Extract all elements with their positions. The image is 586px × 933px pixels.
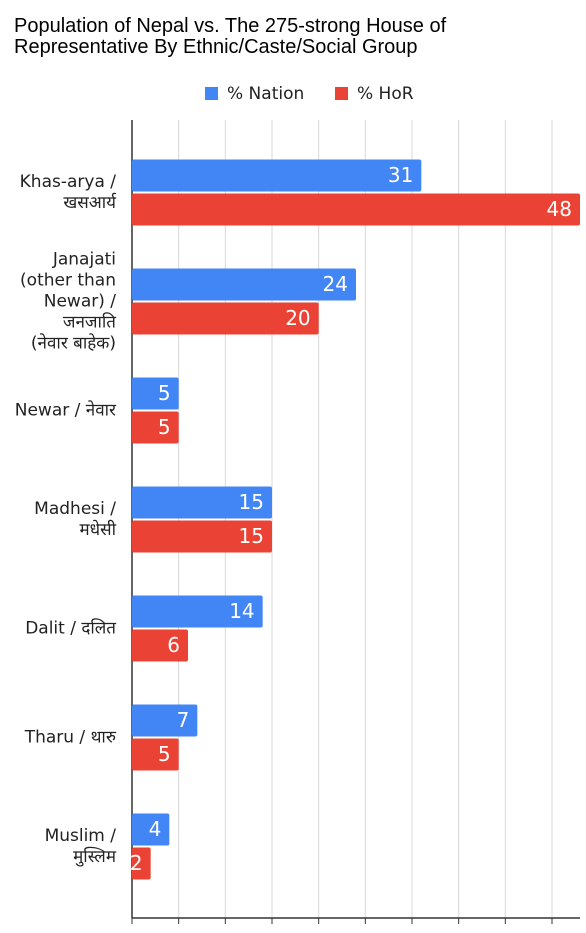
bar (132, 268, 356, 301)
value-label: 2 (130, 851, 143, 875)
value-label: 15 (239, 490, 264, 514)
bar (132, 302, 319, 335)
bar (132, 847, 151, 880)
value-label: 7 (177, 708, 190, 732)
bar (132, 520, 272, 553)
y-tick-label: Madhesi / (34, 499, 116, 519)
y-tick-label: Muslim / (45, 826, 117, 846)
bar (132, 411, 179, 444)
value-label: 24 (323, 272, 348, 296)
y-tick-label: खसआर्य (63, 192, 117, 213)
y-tick-label: Newar) / (44, 292, 117, 312)
y-tick-label: Newar / नेवार (15, 400, 117, 421)
bar (132, 738, 179, 771)
bar (132, 813, 170, 846)
value-label: 14 (229, 599, 254, 623)
y-tick-label: Dalit / दलित (25, 618, 116, 639)
chart-title: Population of Nepal vs. The 275-strong H… (14, 15, 447, 58)
bar (132, 486, 272, 519)
value-label: 31 (388, 163, 413, 187)
value-label: 20 (285, 306, 310, 330)
legend-label: % Nation (227, 84, 304, 104)
y-tick-label: Tharu / थारु (24, 728, 117, 748)
y-tick-label: (नेवार बाहेक) (31, 333, 116, 354)
bar (132, 159, 422, 192)
y-tick-label: (other than (20, 271, 116, 291)
value-label: 5 (158, 742, 171, 766)
bar (132, 377, 179, 410)
bar (132, 704, 198, 737)
bar (132, 193, 580, 226)
value-label: 5 (158, 381, 171, 405)
bar (132, 595, 263, 628)
legend-label: % HoR (357, 84, 414, 104)
value-label: 5 (158, 415, 171, 439)
y-tick-label: Janajati (52, 250, 116, 270)
legend-swatch (205, 87, 218, 100)
y-tick-label: मधेसी (79, 519, 116, 540)
value-label: 15 (239, 524, 264, 548)
value-label: 6 (167, 633, 180, 657)
y-tick-label: मुस्लिम (73, 846, 117, 867)
legend-swatch (335, 87, 348, 100)
y-tick-label: Khas-arya / (20, 172, 117, 192)
bar (132, 629, 188, 662)
value-label: 4 (149, 817, 162, 841)
y-tick-label: जनजाति (63, 312, 116, 333)
value-label: 48 (547, 197, 572, 221)
